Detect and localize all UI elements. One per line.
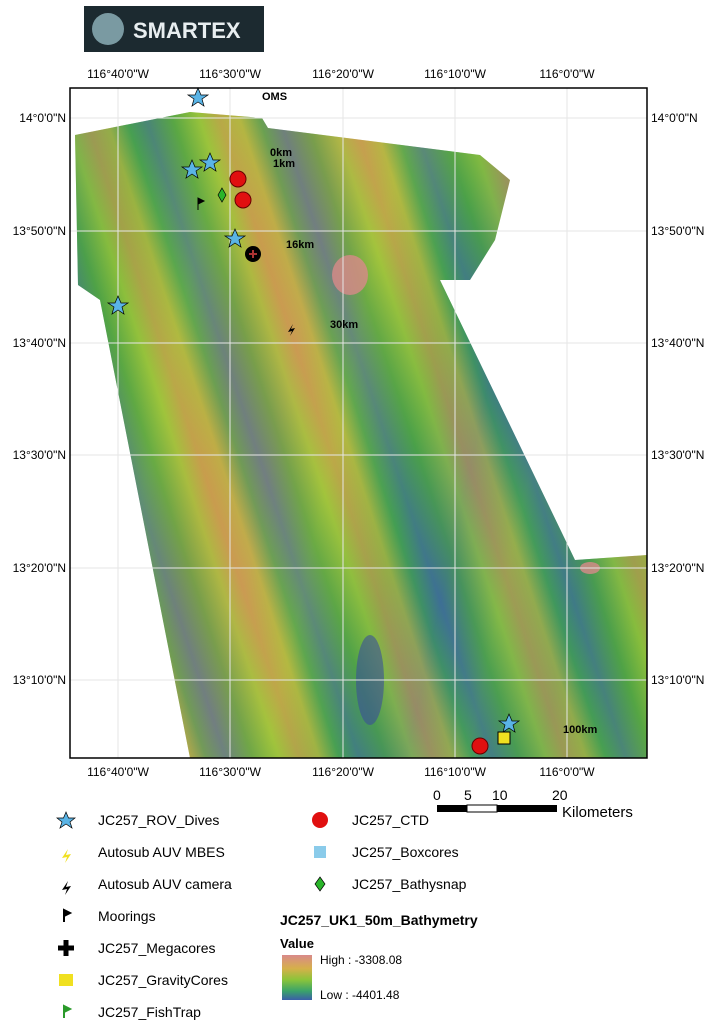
legend-item: JC257_GravityCores	[98, 972, 228, 988]
latitude-label: 13°20'0"N	[13, 561, 66, 575]
logo-icon	[92, 13, 124, 45]
scale-tick: 20	[552, 787, 568, 803]
legend-bathysnap	[315, 877, 325, 891]
longitude-label: 116°20'0"W	[312, 67, 375, 81]
legend-item: Autosub AUV MBES	[98, 844, 225, 860]
latitude-label: 13°50'0"N	[651, 224, 704, 238]
logo-text: SMARTEX	[133, 18, 241, 43]
legend-megacore	[58, 940, 74, 956]
bathymetry-title: JC257_UK1_50m_Bathymetry	[280, 912, 478, 928]
ctd	[472, 738, 488, 754]
legend-item: JC257_ROV_Dives	[98, 812, 219, 828]
longitude-label: 116°30'0"W	[199, 67, 262, 81]
latitude-label: 14°0'0"N	[651, 111, 698, 125]
longitude-label: 116°0'0"W	[539, 765, 595, 779]
legend-star	[57, 812, 75, 828]
legend-item: JC257_CTD	[352, 812, 429, 828]
longitude-label: 116°0'0"W	[539, 67, 595, 81]
longitude-label: 116°30'0"W	[199, 765, 262, 779]
longitude-label: 116°10'0"W	[424, 67, 487, 81]
legend-item: JC257_Megacores	[98, 940, 216, 956]
latitude-label: 13°40'0"N	[651, 336, 704, 350]
map-annotation: 1km	[273, 158, 295, 170]
map-annotation: 30km	[330, 319, 358, 331]
scale-bar	[437, 805, 557, 812]
latitude-label: 13°20'0"N	[651, 561, 704, 575]
scale-segment	[467, 805, 497, 812]
legend-ctd	[312, 812, 328, 828]
map-figure: SMARTEX 116°40'0"W 116°40'0"W 116°30'0"W 116…	[0, 0, 713, 1024]
page: SMARTEX 116°40'0"W 116°40'0"W 116°30'0"W 116…	[0, 0, 713, 1024]
map-annotation: 100km	[563, 724, 597, 736]
legend-mbes	[62, 849, 71, 863]
legend-item: JC257_Bathysnap	[352, 876, 467, 892]
legend-boxcore	[314, 846, 326, 858]
high-label: High : -3308.08	[320, 953, 402, 967]
ctd	[235, 192, 251, 208]
legend-colorbar	[282, 955, 312, 1000]
latitude-label: 13°10'0"N	[13, 673, 66, 687]
high-patch	[332, 255, 368, 295]
longitude-label: 116°10'0"W	[424, 765, 487, 779]
map-annotation: OMS	[262, 91, 287, 103]
latitude-label: 13°10'0"N	[651, 673, 704, 687]
legend-item: Moorings	[98, 908, 156, 924]
latitude-label: 13°30'0"N	[13, 448, 66, 462]
scale-segment	[437, 805, 467, 812]
latitude-label: 13°30'0"N	[651, 448, 704, 462]
bathymetry	[75, 112, 647, 758]
longitude-label: 116°40'0"W	[87, 765, 150, 779]
legend-item: JC257_Boxcores	[352, 844, 459, 860]
latitude-label: 13°40'0"N	[13, 336, 66, 350]
scale-tick: 5	[464, 787, 472, 803]
legend-gravity	[59, 974, 73, 986]
legend-item: JC257_FishTrap	[98, 1004, 201, 1020]
legend-item: Autosub AUV camera	[98, 876, 232, 892]
legend-camera	[62, 881, 71, 895]
auv-mbes	[498, 732, 510, 744]
latitude-label: 14°0'0"N	[19, 111, 66, 125]
map-annotation: 16km	[286, 239, 314, 251]
scale-segment	[497, 805, 557, 812]
legend-mooring	[64, 910, 70, 922]
latitude-label: 13°50'0"N	[13, 224, 66, 238]
scale-unit: Kilometers	[562, 804, 633, 821]
ctd	[230, 171, 246, 187]
longitude-label: 116°40'0"W	[87, 67, 150, 81]
rov-star	[188, 88, 208, 106]
low-label: Low : -4401.48	[320, 988, 400, 1002]
scale-tick: 10	[492, 787, 508, 803]
value-label: Value	[280, 936, 314, 951]
longitude-label: 116°20'0"W	[312, 765, 375, 779]
scale-tick: 0	[433, 787, 441, 803]
legend-fishtrap	[64, 1006, 70, 1018]
